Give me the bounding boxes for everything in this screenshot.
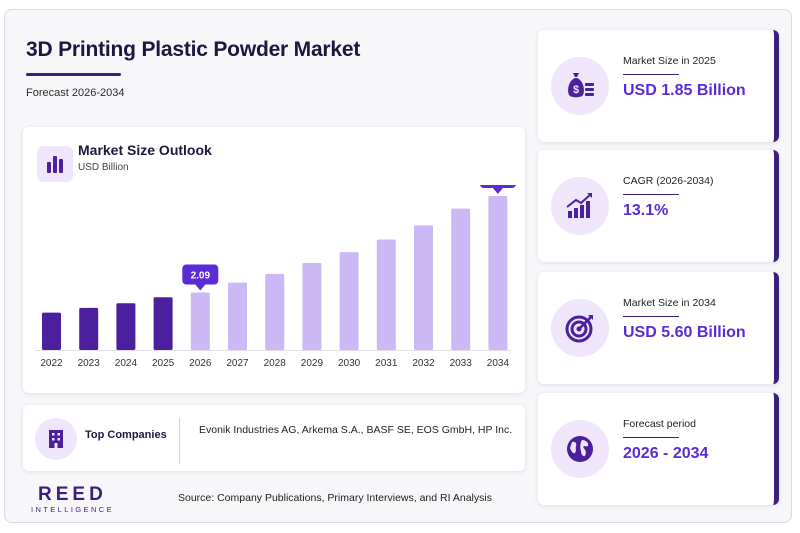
bar-2027 <box>228 282 247 350</box>
data-label-pointer <box>195 284 206 291</box>
kpi-label: Market Size in 2025 <box>623 55 716 67</box>
kpi-value: 2026 - 2034 <box>623 445 709 462</box>
bar-2033 <box>451 208 471 350</box>
companies-list: Evonik Industries AG, Arkema S.A., BASF … <box>199 424 513 436</box>
kpi-underline <box>623 437 679 438</box>
kpi-label: Market Size in 2034 <box>623 297 716 309</box>
page-subtitle: Forecast 2026-2034 <box>26 87 125 99</box>
bar-2023 <box>79 307 99 350</box>
bar-2031 <box>376 239 396 350</box>
bar-2032 <box>414 225 433 350</box>
x-tick-label: 2033 <box>450 358 473 369</box>
page-title: 3D Printing Plastic Powder Market <box>26 38 361 61</box>
growth-chart-icon <box>551 177 609 235</box>
money-bag-icon: $ <box>551 57 609 115</box>
kpi-value: USD 5.60 Billion <box>623 324 746 341</box>
companies-card <box>23 405 525 471</box>
data-label-bubble <box>480 185 516 188</box>
kpi-underline <box>623 194 679 195</box>
x-tick-label: 2030 <box>338 358 361 369</box>
svg-text:$: $ <box>573 84 579 96</box>
kpi-card-market-2034: Market Size in 2034 USD 5.60 Billion <box>538 272 779 384</box>
data-label-bubble <box>182 264 219 285</box>
chart-unit: USD Billion <box>78 162 129 173</box>
brand-logo-subtitle: INTELLIGENCE <box>31 505 114 514</box>
source-note: Source: Company Publications, Primary In… <box>178 492 492 504</box>
x-tick-label: 2031 <box>375 358 398 369</box>
x-tick-label: 2032 <box>412 358 435 369</box>
kpi-label: Forecast period <box>623 418 696 430</box>
bar-2024 <box>116 303 136 350</box>
kpi-card-market-2025: $ Market Size in 2025 USD 1.85 Billion <box>538 30 779 142</box>
x-tick-label: 2025 <box>152 358 175 369</box>
kpi-card-forecast-period: Forecast period 2026 - 2034 <box>538 393 779 505</box>
kpi-label: CAGR (2026-2034) <box>623 175 714 187</box>
bar-2029 <box>302 262 322 350</box>
kpi-value: 13.1% <box>623 202 669 219</box>
bar-2030 <box>339 252 359 350</box>
kpi-underline <box>623 316 679 317</box>
x-tick-label: 2028 <box>264 358 287 369</box>
title-underline <box>26 73 121 76</box>
x-tick-label: 2022 <box>40 358 63 369</box>
building-icon <box>35 418 77 460</box>
x-tick-label: 2023 <box>78 358 101 369</box>
bar-2034 <box>488 196 508 350</box>
globe-icon <box>551 420 609 478</box>
x-tick-label: 2026 <box>189 358 212 369</box>
target-icon <box>551 299 609 357</box>
kpi-card-cagr: CAGR (2026-2034) 13.1% <box>538 150 779 262</box>
top-companies-label: Top Companies <box>85 429 167 441</box>
chart-title: Market Size Outlook <box>78 142 212 158</box>
brand-logo: REED <box>38 484 107 505</box>
data-label-2026: 2.09 <box>191 271 211 282</box>
x-tick-label: 2027 <box>226 358 249 369</box>
bar-2022 <box>42 312 61 350</box>
divider <box>179 418 180 464</box>
x-tick-label: 2029 <box>301 358 324 369</box>
data-label-pointer <box>492 188 503 194</box>
bar-2028 <box>265 273 285 350</box>
x-tick-label: 2034 <box>487 358 510 369</box>
bar-2025 <box>153 297 173 350</box>
bar-chart-icon <box>37 146 73 182</box>
bar-2026 <box>190 292 210 350</box>
kpi-value: USD 1.85 Billion <box>623 82 746 99</box>
x-tick-label: 2024 <box>115 358 138 369</box>
market-size-bar-chart: 2022 2023 2024 2025 2026 2027 2028 2029 2030 2031… <box>35 185 516 369</box>
kpi-underline <box>623 74 679 75</box>
